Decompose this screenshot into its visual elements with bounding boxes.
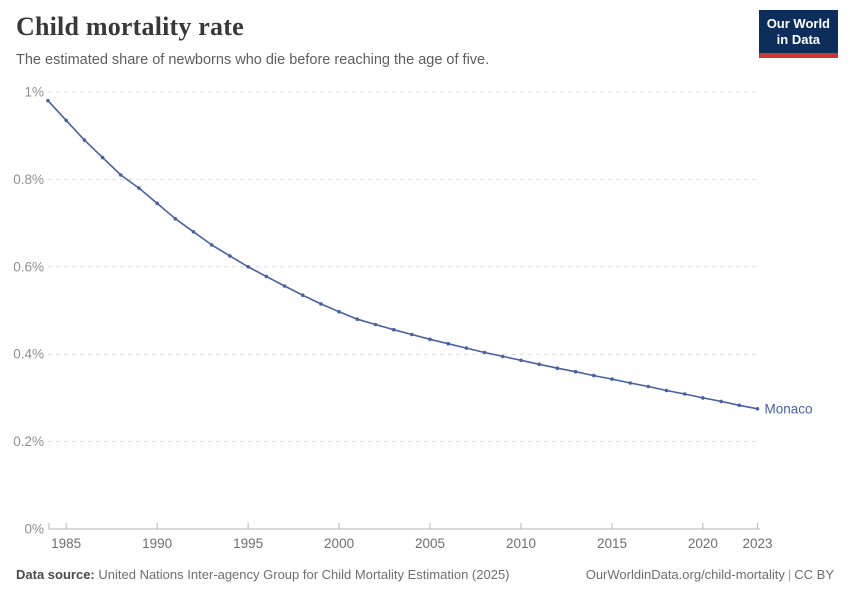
x-axis-tick-label: 1990 <box>142 536 172 551</box>
data-point[interactable] <box>264 274 269 279</box>
data-point[interactable] <box>46 98 50 103</box>
data-point[interactable] <box>282 284 287 288</box>
data-point[interactable] <box>428 337 432 342</box>
data-point[interactable] <box>446 341 451 346</box>
data-point[interactable] <box>501 354 505 359</box>
data-source-text: Data source: United Nations Inter-agency… <box>16 567 510 582</box>
data-point[interactable] <box>592 373 596 378</box>
data-point[interactable] <box>137 186 141 190</box>
data-point[interactable] <box>355 317 360 322</box>
data-point[interactable] <box>300 293 305 298</box>
data-point[interactable] <box>410 332 414 337</box>
x-axis-tick-label: 1985 <box>51 536 81 551</box>
x-axis-tick-label: 2020 <box>688 536 718 551</box>
chart-title: Child mortality rate <box>16 12 244 41</box>
owid-logo-line2: in Data <box>776 31 821 47</box>
data-point[interactable] <box>610 377 614 381</box>
data-source-value: United Nations Inter-agency Group for Ch… <box>98 567 510 582</box>
data-point[interactable] <box>737 403 742 408</box>
y-axis-tick-label: 0.2% <box>13 434 44 449</box>
y-axis-tick-label: 0% <box>24 522 44 537</box>
owid-logo-line1: Our World <box>766 16 830 31</box>
data-point[interactable] <box>173 216 178 221</box>
data-point[interactable] <box>719 399 723 404</box>
data-point[interactable] <box>228 254 232 258</box>
data-point[interactable] <box>100 155 105 160</box>
y-axis-tick-label: 0.4% <box>13 347 44 362</box>
data-point[interactable] <box>755 407 760 411</box>
y-axis-tick-label: 0.8% <box>13 172 44 187</box>
data-source-label: Data source: <box>16 567 95 582</box>
data-point[interactable] <box>537 362 541 367</box>
series-line[interactable] <box>47 99 759 410</box>
data-point[interactable] <box>337 310 341 314</box>
data-point[interactable] <box>682 392 687 396</box>
data-point[interactable] <box>209 243 214 247</box>
chart-footer: Data source: United Nations Inter-agency… <box>16 567 834 582</box>
footer-separator: | <box>787 567 792 582</box>
y-axis-tick-label: 0.6% <box>13 259 44 274</box>
data-point[interactable] <box>701 396 705 400</box>
data-point[interactable] <box>391 327 396 332</box>
license-link[interactable]: CC BY <box>794 567 834 582</box>
x-axis-tick-label: 2005 <box>415 536 445 551</box>
data-point[interactable] <box>246 265 250 269</box>
data-point[interactable] <box>464 346 469 350</box>
data-point[interactable] <box>646 384 651 389</box>
data-point[interactable] <box>119 173 123 177</box>
x-axis-tick-label: 2015 <box>597 536 627 551</box>
x-axis-tick-label: 2023 <box>742 536 772 551</box>
x-axis-tick-label: 2010 <box>506 536 536 551</box>
data-point[interactable] <box>191 230 196 234</box>
x-axis-tick-label: 1995 <box>233 536 263 551</box>
data-point[interactable] <box>319 302 323 306</box>
data-point[interactable] <box>519 358 523 363</box>
owid-logo[interactable]: Our World in Data <box>758 10 838 58</box>
data-point[interactable] <box>82 138 87 142</box>
data-point[interactable] <box>373 322 378 327</box>
data-point[interactable] <box>573 369 578 374</box>
data-point[interactable] <box>664 388 669 393</box>
footer-links: OurWorldinData.org/child-mortality | CC BY <box>586 567 834 582</box>
data-point[interactable] <box>628 381 632 385</box>
x-axis-tick-label: 2000 <box>324 536 354 551</box>
data-point[interactable] <box>555 366 560 371</box>
owid-url-link[interactable]: OurWorldinData.org/child-mortality <box>585 567 785 582</box>
data-point[interactable] <box>155 201 159 206</box>
chart-subtitle: The estimated share of newborns who die … <box>16 52 490 68</box>
data-point[interactable] <box>64 118 68 123</box>
y-axis-tick-label: 1% <box>24 85 44 100</box>
data-point[interactable] <box>482 350 487 355</box>
series-entity-label[interactable]: Monaco <box>765 401 813 416</box>
